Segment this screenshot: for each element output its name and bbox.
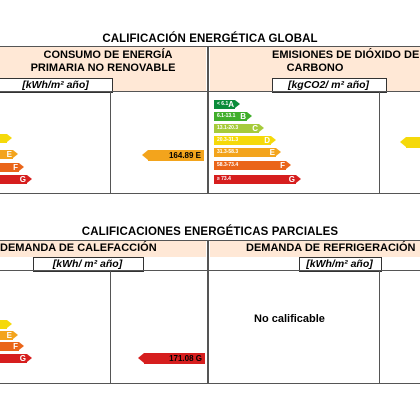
refrigeracion-unit: [kWh/m² año]: [300, 258, 379, 270]
consumo-bar-g: G: [0, 175, 32, 184]
calefaccion-bar-g: G: [0, 354, 32, 363]
global-bottom-border: [0, 193, 420, 194]
consumo-header-line2: PRIMARIA NO RENOVABLE: [30, 62, 176, 74]
emisiones-bar-f-letter: F: [280, 161, 285, 170]
global-title: CALIFICACIÓN ENERGÉTICA GLOBAL: [102, 33, 318, 45]
emisiones-bar-f: 58.3-73.4 F: [214, 161, 291, 170]
emisiones-bar-a-letter: A: [228, 100, 234, 109]
emisiones-bar-a-range: < 6.1: [217, 101, 229, 107]
consumo-bar-e: E: [0, 150, 18, 159]
partial-header-bottom: [0, 270, 420, 271]
emisiones-header-line1: EMISIONES DE DIÓXIDO DE: [272, 49, 420, 61]
consumo-result-label: 164.89 E: [168, 151, 201, 160]
calefaccion-bar-d: [0, 320, 12, 329]
calefaccion-bar-f: F: [0, 342, 24, 351]
emisiones-bar-e: 31.3-58.3 E: [214, 148, 281, 157]
emisiones-bar-e-letter: E: [269, 148, 275, 157]
emisiones-result-divider: [379, 91, 380, 194]
calefaccion-bar-g-letter: G: [19, 354, 26, 363]
emisiones-bar-b-letter: B: [240, 112, 246, 121]
emisiones-bar-c-range: 13.1-20.3: [217, 125, 239, 131]
consumo-result-pointer: 164.89 E: [142, 150, 204, 161]
consumo-bar-f: F: [0, 163, 24, 172]
emisiones-bar-e-range: 31.3-58.3: [217, 149, 239, 155]
emisiones-bar-g-letter: G: [288, 175, 295, 184]
partial-center-divider: [207, 240, 209, 384]
calefaccion-bar-e-letter: E: [6, 331, 12, 340]
calefaccion-header: DEMANDA DE CALEFACCIÓN: [0, 241, 206, 257]
emisiones-unit: [kgCO2/ m² año]: [273, 79, 384, 91]
refrigeracion-header: DEMANDA DE REFRIGERACIÓN: [210, 241, 420, 257]
emisiones-bar-d-range: 20.3-31.3: [217, 137, 239, 143]
emisiones-bar-g: ≥ 73.4 G: [214, 175, 301, 184]
calefaccion-bar-e: E: [0, 331, 18, 340]
global-top-border: [0, 46, 420, 47]
emisiones-bar-d-letter: D: [264, 136, 270, 145]
calefaccion-result-divider: [110, 270, 111, 384]
calefaccion-unit: [kWh/ m² año]: [34, 258, 141, 270]
emisiones-bar-f-range: 58.3-73.4: [217, 162, 239, 168]
partial-title: CALIFICACIONES ENERGÉTICAS PARCIALES: [81, 226, 339, 238]
consumo-bar-e-letter: E: [6, 150, 12, 159]
partial-top-border: [0, 240, 420, 241]
global-center-divider: [207, 46, 209, 194]
consumo-bar-g-letter: G: [19, 175, 26, 184]
consumo-bar-d: [0, 134, 12, 143]
consumo-result-divider: [110, 91, 111, 194]
partial-bottom-border: [0, 383, 420, 384]
refrigeracion-header-text: DEMANDA DE REFRIGERACIÓN: [246, 242, 416, 254]
emisiones-bar-g-range: ≥ 73.4: [217, 176, 231, 182]
consumo-unit: [kWh/m² año]: [0, 79, 111, 91]
emisiones-bar-b-range: 6.1-13.1: [217, 113, 236, 119]
emisiones-header-line2: CARBONO: [286, 62, 344, 74]
emisiones-bar-d: 20.3-31.3 D: [214, 136, 276, 145]
calefaccion-result-label: 171.08 G: [169, 354, 202, 363]
global-header-bottom: [0, 91, 420, 92]
calefaccion-header-text: DEMANDA DE CALEFACCIÓN: [0, 242, 157, 254]
emisiones-bar-b: 6.1-13.1 B: [214, 112, 252, 121]
calefaccion-bar-f-letter: F: [13, 342, 18, 351]
calefaccion-result-pointer: 171.08 G: [138, 353, 205, 364]
refrigeracion-no-rating: No calificable: [254, 313, 325, 325]
emisiones-bar-c-letter: C: [252, 124, 258, 133]
refrigeracion-result-divider: [379, 270, 380, 384]
consumo-bar-f-letter: F: [13, 163, 18, 172]
emisiones-bar-a: < 6.1 A: [214, 100, 240, 109]
consumo-header-line1: CONSUMO DE ENERGÍA: [43, 49, 173, 61]
emisiones-result-pointer: [400, 137, 420, 148]
emisiones-bar-c: 13.1-20.3 C: [214, 124, 264, 133]
